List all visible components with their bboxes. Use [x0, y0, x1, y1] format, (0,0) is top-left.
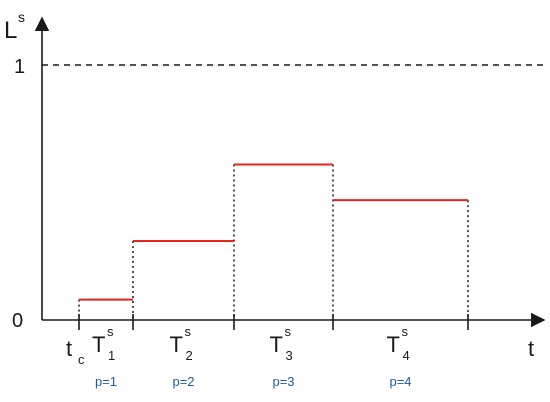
- p-label-4: p=4: [389, 374, 411, 389]
- interval-label-sub-4: 4: [403, 348, 410, 363]
- steps-layer: Ts 1 p=1 Ts 2 p=2 Ts 3 p=3 Ts 4 p=4: [78, 163, 469, 389]
- origin-label-sub: c: [78, 352, 85, 367]
- p-label-3: p=3: [272, 374, 294, 389]
- interval-label-sub-3: 3: [286, 348, 293, 363]
- interval-label-sub-2: 2: [186, 348, 193, 363]
- interval-label-2: T: [170, 332, 183, 357]
- interval-label-sup-4: s: [402, 324, 409, 339]
- p-label-1: p=1: [95, 374, 117, 389]
- p-label-2: p=2: [172, 374, 194, 389]
- interval-label-sup-1: s: [107, 324, 114, 339]
- y-axis-label: L: [4, 17, 17, 44]
- interval-label-sub-1: 1: [108, 348, 115, 363]
- y-axis-label-sup: s: [18, 9, 25, 25]
- interval-label-sup-2: s: [185, 324, 192, 339]
- interval-label-3: T: [270, 332, 283, 357]
- x-axis-label: t: [528, 336, 534, 361]
- origin-label: t: [66, 336, 72, 361]
- interval-label-1: T: [92, 332, 105, 357]
- interval-label-sup-3: s: [285, 324, 292, 339]
- interval-label-4: T: [387, 332, 400, 357]
- y-tick-zero: 0: [12, 310, 23, 332]
- y-tick-one: 1: [14, 56, 25, 78]
